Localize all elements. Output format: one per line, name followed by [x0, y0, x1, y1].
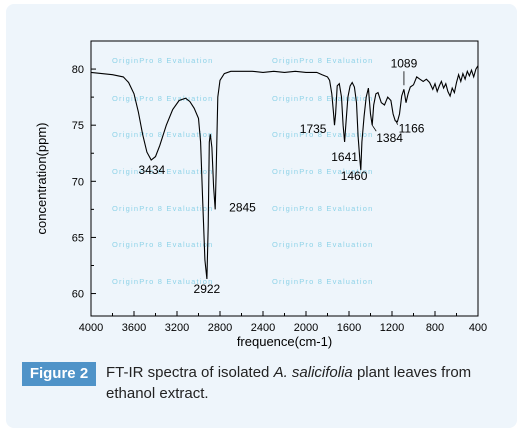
x-tick-label: 1200: [380, 322, 404, 334]
y-tick-label: 70: [72, 176, 84, 188]
y-axis-label: concentration(ppm): [34, 123, 49, 235]
watermark-text: OriginPro 8 Evaluation: [112, 204, 213, 213]
watermark-text: OriginPro 8 Evaluation: [272, 94, 373, 103]
peak-label: 1735: [300, 122, 327, 136]
watermark-layer: OriginPro 8 Evaluation OriginPro 8 Evalua…: [112, 56, 373, 286]
y-tick-label: 65: [72, 232, 84, 244]
caption-text-start: FT-IR spectra of isolated: [106, 364, 274, 381]
watermark-text: OriginPro 8 Evaluation: [112, 240, 213, 249]
peak-label: 1460: [341, 169, 368, 183]
watermark-text: OriginPro 8 Evaluation: [272, 277, 373, 286]
watermark-text: OriginPro 8 Evaluation: [272, 204, 373, 213]
spectrum-line: [90, 65, 479, 280]
watermark-text: OriginPro 8 Evaluation: [112, 277, 213, 286]
peak-label: 1384: [376, 131, 403, 145]
x-axis-label: frequence(cm-1): [237, 334, 332, 349]
watermark-text: OriginPro 8 Evaluation: [112, 130, 213, 139]
x-tick-label: 1600: [337, 322, 361, 334]
caption-text-end: plant leaves from ethanol extract.: [106, 364, 472, 402]
x-tick-label: 3600: [122, 322, 146, 334]
x-tick-label: 4000: [79, 322, 103, 334]
x-tick-label: 2400: [251, 322, 275, 334]
figure-caption-text: FT-IR spectra of isolated A. salicifolia…: [106, 362, 506, 404]
x-tick-label: 3200: [165, 322, 189, 334]
watermark-text: OriginPro 8 Evaluation: [112, 56, 213, 65]
caption-species: A. salicifolia: [273, 364, 353, 381]
watermark-text: OriginPro 8 Evaluation: [272, 240, 373, 249]
peak-label: 1641: [331, 150, 358, 164]
watermark-text: OriginPro 8 Evaluation: [112, 167, 213, 176]
x-tick-label: 800: [426, 322, 444, 334]
x-tick-label: 2000: [294, 322, 318, 334]
x-tick-label: 400: [469, 322, 487, 334]
watermark-text: OriginPro 8 Evaluation: [272, 130, 373, 139]
watermark-text: OriginPro 8 Evaluation: [272, 56, 373, 65]
peak-pointer: [395, 120, 399, 125]
peak-label: 3434: [138, 163, 165, 177]
watermark-text: OriginPro 8 Evaluation: [272, 167, 373, 176]
plot-area: [90, 40, 479, 317]
y-tick-label: 60: [72, 289, 84, 301]
peak-label: 1166: [399, 122, 425, 136]
peak-label: 2922: [194, 282, 221, 296]
y-tick-label: 75: [72, 120, 84, 132]
peak-label: 1089: [391, 56, 418, 70]
peak-pointer: [371, 124, 377, 132]
x-tick-label: 2800: [208, 322, 232, 334]
y-tick-label: 80: [72, 64, 84, 76]
peak-label: 2845: [229, 200, 256, 214]
axis-ticks: 4000 3600 3200 2800 2400 2000 1600 1200 800 400 60…: [72, 64, 487, 334]
figure-label: Figure 2: [22, 362, 96, 386]
watermark-text: OriginPro 8 Evaluation: [112, 94, 213, 103]
